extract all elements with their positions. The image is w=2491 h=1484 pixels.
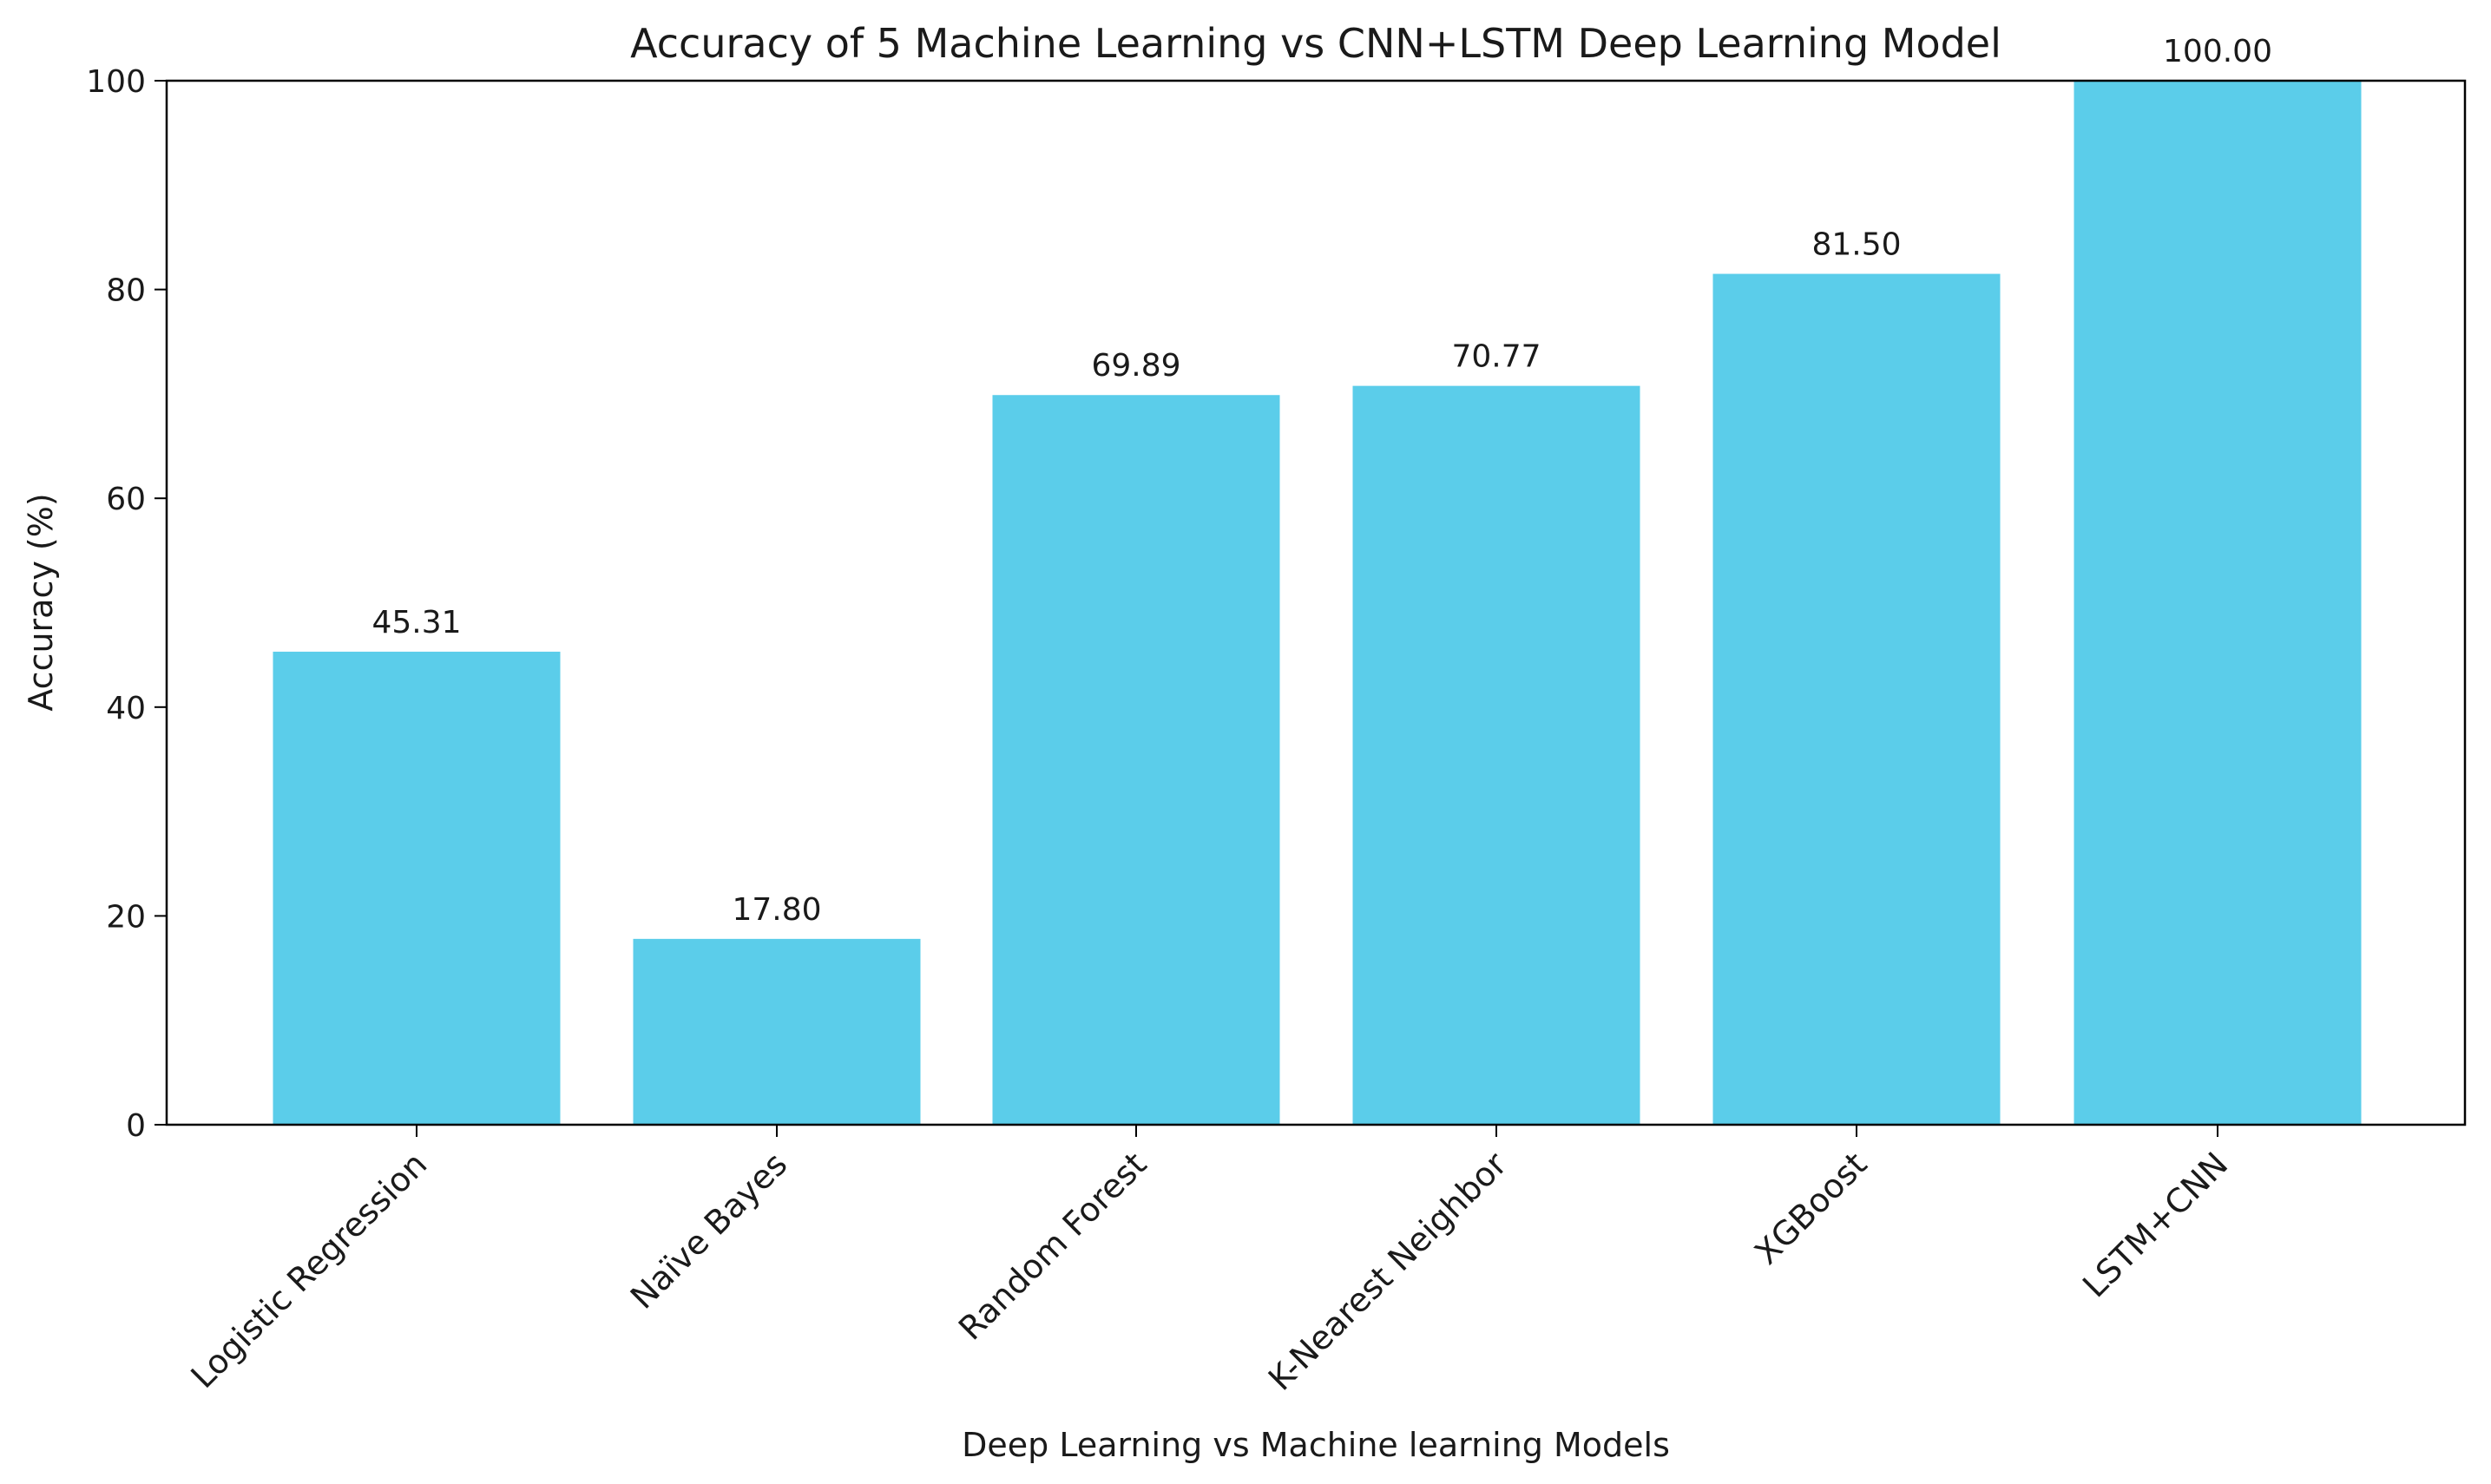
x-tick-label: Naïve Bayes	[623, 1145, 794, 1316]
bar-value-label: 100.00	[2163, 34, 2272, 69]
x-tick-label: Random Forest	[951, 1145, 1153, 1347]
bar	[2074, 81, 2362, 1125]
chart-title: Accuracy of 5 Machine Learning vs CNN+LS…	[630, 20, 2001, 67]
x-tick-label: XGBoost	[1747, 1145, 1874, 1271]
x-axis-label: Deep Learning vs Machine learning Models	[962, 1426, 1670, 1464]
value-labels-group: 45.31 17.80 69.89 70.77 81.50 100.00	[371, 34, 2272, 928]
bar-value-label: 81.50	[1811, 227, 1901, 263]
bar	[1712, 273, 2001, 1125]
bar-value-label: 69.89	[1091, 348, 1180, 384]
plot-frame	[165, 79, 2467, 1126]
y-tick-label: 100	[86, 64, 146, 100]
y-axis-ticks: 0 20 40 60 80 100	[86, 64, 167, 1144]
bar-value-label: 45.31	[371, 605, 461, 640]
bar	[1352, 385, 1640, 1125]
y-tick-label: 40	[106, 691, 146, 726]
y-tick-label: 0	[126, 1108, 146, 1144]
x-axis-ticks: Logistic Regression Naïve Bayes Random For…	[183, 1125, 2235, 1398]
bar	[633, 938, 921, 1125]
bar-value-label: 70.77	[1451, 339, 1541, 375]
y-tick-label: 20	[106, 899, 146, 935]
bar	[273, 651, 561, 1125]
x-tick-label: K-Nearest Neighbor	[1261, 1145, 1515, 1398]
x-tick-label: LSTM+CNN	[2075, 1145, 2235, 1304]
bars-group	[273, 81, 2362, 1126]
bar	[992, 395, 1280, 1126]
bar-value-label: 17.80	[732, 892, 821, 928]
y-tick-label: 60	[106, 482, 146, 517]
y-tick-label: 80	[106, 273, 146, 309]
y-axis-label: Accuracy (%)	[22, 493, 60, 711]
x-tick-label: Logistic Regression	[183, 1145, 434, 1395]
